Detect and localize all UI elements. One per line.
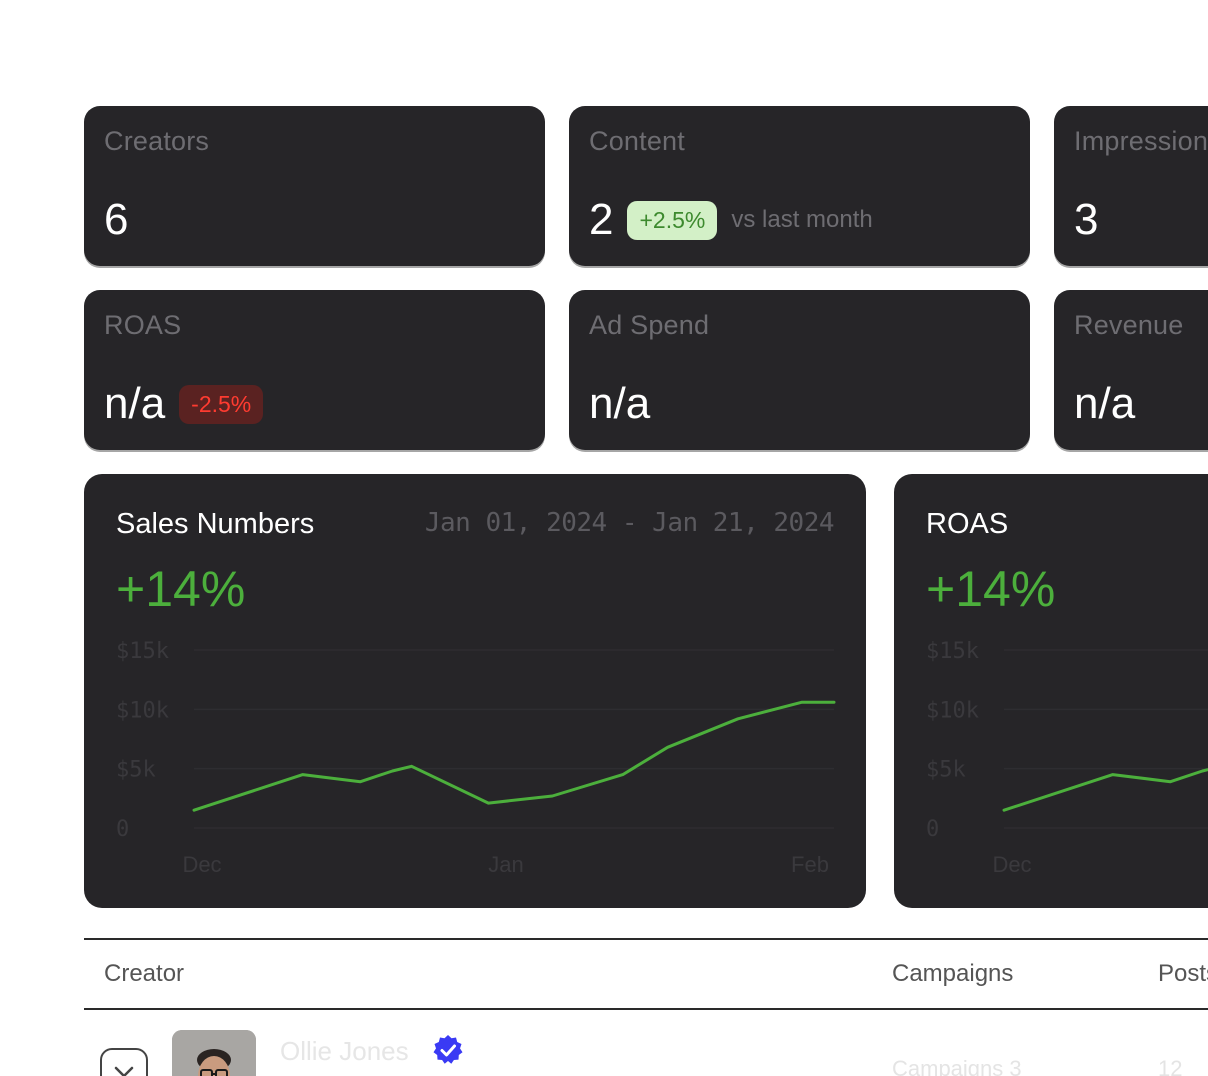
avatar[interactable] [172,1030,256,1076]
table-header-divider [84,1008,1208,1010]
x-tick-label: Jan [488,852,523,877]
x-tick-label: Dec [182,852,221,877]
stat-label: Impressions [1074,126,1208,156]
series-line [1002,768,1208,812]
y-tick-label: $5k [926,758,966,783]
stat-value: n/a [1074,379,1136,428]
row-posts-value: 12 [1158,1056,1183,1076]
stat-label: Creators [104,126,210,156]
column-header-posts[interactable]: Posts [1158,960,1208,987]
stat-card-creators[interactable]: Creators 6 [84,106,545,266]
chart-card-sales[interactable]: $15k $10k $5k 0 Dec Jan Feb Sales Numbers Jan … [84,474,866,908]
column-header-campaigns[interactable]: Campaigns [892,960,1014,987]
stat-value: 2 [589,195,614,244]
y-tick-label: $10k [926,698,979,723]
stat-card-content[interactable]: Content 2 +2.5% vs last month [569,106,1030,266]
chevron-down-icon [114,1066,134,1076]
row-campaigns-value: Campaigns 3 [892,1056,1022,1076]
stat-value: 3 [1074,195,1099,244]
stat-card-ad-spend[interactable]: Ad Spend n/a [569,290,1030,450]
verified-badge-icon [433,1035,463,1064]
chart-change-value: +14% [116,561,246,617]
table-top-divider [84,938,1208,940]
y-tick-label: $10k [116,698,169,723]
stat-card-revenue[interactable]: Revenue n/a [1054,290,1208,450]
expand-row-button[interactable] [100,1048,148,1076]
y-tick-label: $15k [926,639,979,664]
stat-value: 6 [104,195,129,244]
creator-name[interactable]: Ollie Jones [280,1036,409,1066]
comparison-note: vs last month [731,206,873,233]
chart-title: ROAS [926,508,1009,540]
stat-label: Revenue [1074,310,1184,340]
stat-card-impressions[interactable]: Impressions 3 [1054,106,1208,266]
stat-label: ROAS [104,310,182,340]
chart-card-roas[interactable]: $15k $10k $5k 0 Dec ROAS +14% [894,474,1208,908]
x-tick-label: Dec [992,852,1031,877]
y-tick-label: 0 [116,817,129,842]
avatar-photo-icon [172,1030,256,1076]
x-tick-label: Feb [791,852,829,877]
change-badge-positive: +2.5% [627,200,718,240]
chart-title: Sales Numbers [116,508,315,540]
stat-card-roas[interactable]: ROAS n/a -2.5% [84,290,545,450]
stat-label: Ad Spend [589,310,710,340]
y-tick-label: 0 [926,817,939,842]
roas-line-chart: $15k $10k $5k 0 Dec [926,639,1208,877]
chart-change-value: +14% [926,561,1056,617]
stat-label: Content [589,126,685,156]
stat-value: n/a [104,379,166,428]
change-badge-negative: -2.5% [179,384,264,424]
y-tick-label: $15k [116,639,169,664]
column-header-creator[interactable]: Creator [104,960,185,987]
date-range[interactable]: Jan 01, 2024 - Jan 21, 2024 [424,508,835,538]
y-tick-label: $5k [116,758,156,783]
series-line [192,700,836,812]
stat-value: n/a [589,379,651,428]
sales-line-chart: $15k $10k $5k 0 Dec Jan Feb [116,639,836,877]
